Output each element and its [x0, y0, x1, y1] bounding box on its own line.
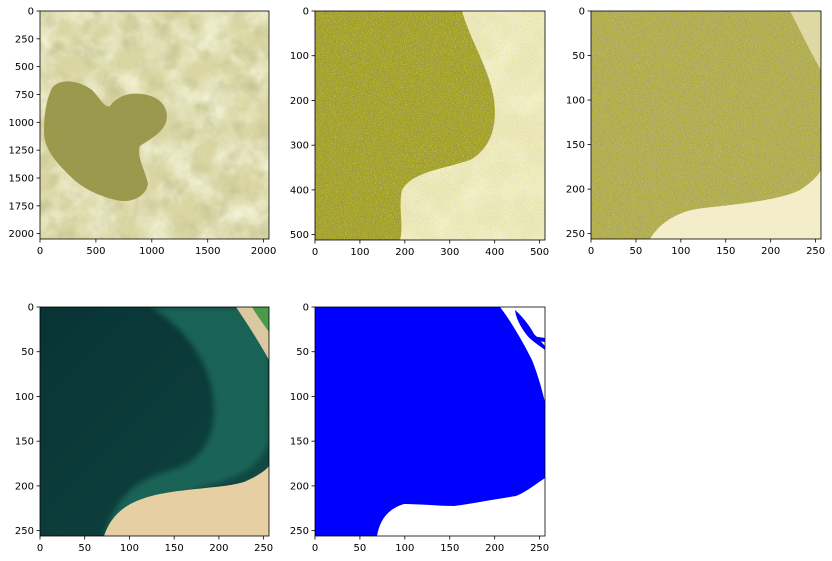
x-tick-label: 0 — [588, 246, 594, 257]
x-tick-label: 100 — [395, 543, 414, 554]
y-tick-label: 2000 — [9, 229, 34, 240]
x-tick-label: 150 — [440, 543, 459, 554]
x-tick-label: 500 — [86, 246, 105, 257]
x-tick-label: 0 — [312, 247, 318, 258]
y-tick-label: 200 — [290, 481, 309, 492]
y-tick-label: 250 — [15, 526, 34, 537]
y-tick-label: 200 — [566, 185, 585, 196]
x-tick-label: 200 — [395, 247, 414, 258]
y-tick-label: 250 — [15, 34, 34, 45]
y-tick-label: 50 — [572, 51, 585, 62]
y-tick-label: 400 — [290, 185, 309, 196]
y-tick-label: 0 — [579, 7, 585, 18]
x-tick-label: 200 — [761, 246, 780, 257]
panel-3-image — [591, 11, 821, 239]
x-tick-label: 500 — [530, 247, 549, 258]
y-tick-label: 0 — [28, 303, 34, 314]
x-tick-label: 300 — [440, 247, 459, 258]
x-tick-label: 200 — [485, 543, 504, 554]
x-tick-label: 150 — [165, 543, 184, 554]
y-tick-label: 50 — [296, 347, 309, 358]
x-tick-label: 250 — [530, 543, 549, 554]
y-tick-label: 250 — [566, 229, 585, 240]
panel-2-image — [315, 11, 545, 240]
x-tick-label: 100 — [120, 543, 139, 554]
y-tick-label: 50 — [21, 347, 34, 358]
x-tick-label: 1500 — [195, 246, 220, 257]
y-tick-label: 0 — [303, 303, 309, 314]
x-tick-label: 0 — [312, 543, 318, 554]
y-tick-label: 100 — [566, 96, 585, 107]
y-tick-label: 0 — [303, 7, 309, 18]
x-tick-label: 2000 — [251, 246, 276, 257]
x-tick-label: 250 — [806, 246, 825, 257]
y-tick-label: 750 — [15, 90, 34, 101]
shore-region — [650, 170, 821, 239]
y-tick-label: 500 — [290, 230, 309, 241]
y-tick-label: 1250 — [9, 146, 34, 157]
x-tick-label: 150 — [716, 246, 735, 257]
panel-1: 0 500 1000 1500 2000025050075010001250150017… — [9, 7, 277, 258]
y-tick-label: 0 — [28, 7, 34, 18]
y-tick-label: 150 — [566, 140, 585, 151]
y-tick-label: 100 — [290, 51, 309, 62]
panel-5-image — [315, 307, 545, 536]
x-tick-label: 50 — [354, 543, 367, 554]
y-tick-label: 100 — [15, 392, 34, 403]
x-tick-label: 200 — [209, 543, 228, 554]
water-mask — [315, 307, 545, 536]
x-tick-label: 0 — [37, 246, 43, 257]
y-tick-label: 1000 — [9, 118, 34, 129]
y-tick-label: 1500 — [9, 173, 34, 184]
y-tick-label: 250 — [290, 526, 309, 537]
x-tick-label: 50 — [630, 246, 643, 257]
y-tick-label: 1750 — [9, 201, 34, 212]
shore-region — [104, 466, 269, 536]
panel-4-image — [40, 307, 269, 536]
y-tick-label: 150 — [290, 437, 309, 448]
y-tick-label: 150 — [15, 437, 34, 448]
y-tick-label: 200 — [15, 481, 34, 492]
y-tick-label: 500 — [15, 62, 34, 73]
x-tick-label: 50 — [78, 543, 91, 554]
x-tick-label: 100 — [671, 246, 690, 257]
y-tick-label: 300 — [290, 141, 309, 152]
x-tick-label: 1000 — [139, 246, 164, 257]
x-tick-label: 250 — [254, 543, 273, 554]
x-tick-label: 400 — [485, 247, 504, 258]
y-tick-label: 100 — [290, 392, 309, 403]
x-tick-label: 100 — [350, 247, 369, 258]
x-tick-label: 0 — [37, 543, 43, 554]
panel-1-axes: 0 500 1000 1500 2000025050075010001250150017… — [9, 7, 277, 258]
panel-1-image — [40, 11, 269, 239]
y-tick-label: 200 — [290, 96, 309, 107]
